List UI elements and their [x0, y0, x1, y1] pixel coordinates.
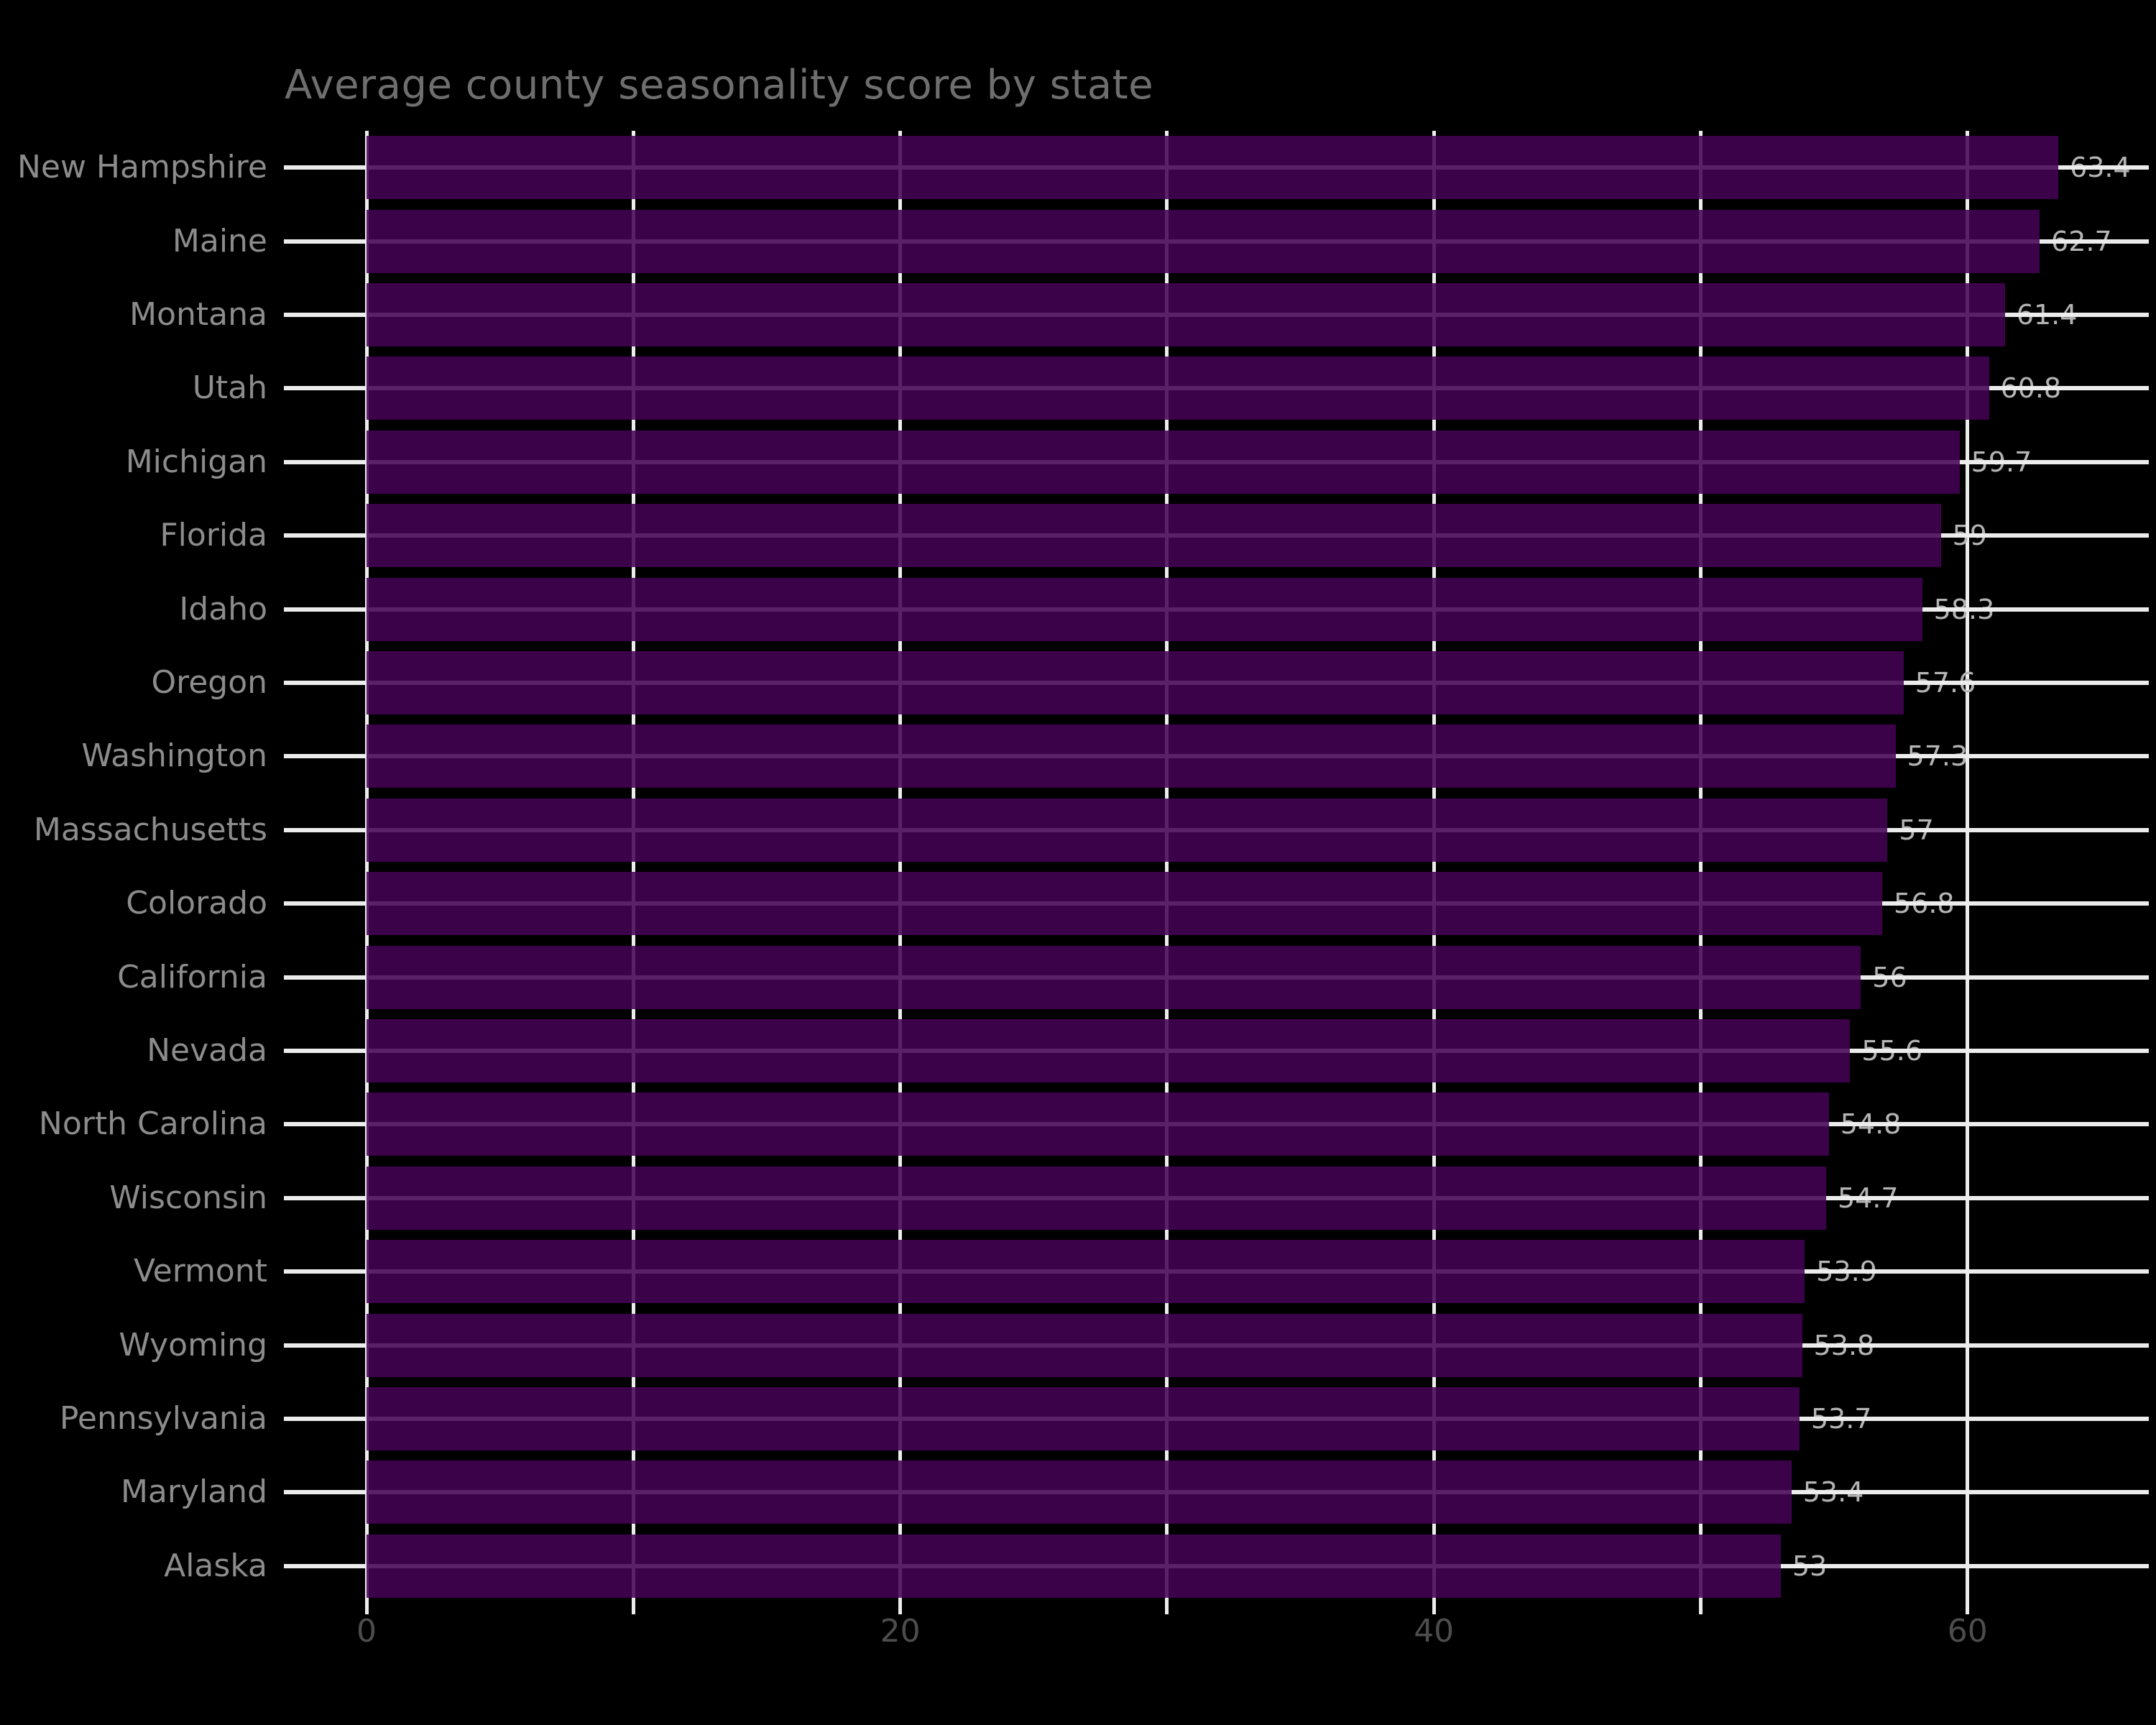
- y-axis-state-label: Wisconsin: [109, 1179, 267, 1216]
- x-axis-tick: [1165, 1603, 1169, 1614]
- state-score-bar: [367, 209, 2040, 273]
- y-axis-state-label: Michigan: [125, 443, 267, 480]
- x-axis-tick: [631, 1603, 635, 1614]
- state-score-bar: [367, 1240, 1805, 1304]
- x-axis-tick-label: 20: [880, 1613, 921, 1650]
- y-axis-state-label: Florida: [160, 517, 267, 554]
- y-axis-state-label: Washington: [81, 737, 267, 775]
- x-axis-tick-label: 40: [1414, 1613, 1455, 1650]
- y-axis-state-label: Pennsylvania: [59, 1400, 267, 1437]
- y-axis-state-label: Nevada: [147, 1032, 267, 1069]
- state-score-bar: [367, 1166, 1826, 1230]
- state-score-bar: [367, 430, 1960, 494]
- x-gridline: [631, 131, 635, 1603]
- state-score-bar: [367, 798, 1888, 862]
- state-score-bar: [367, 136, 2059, 200]
- x-axis-tick: [1432, 1603, 1436, 1614]
- y-axis-state-label: North Carolina: [38, 1105, 267, 1143]
- x-gridline: [364, 131, 369, 1603]
- x-gridline: [1165, 131, 1169, 1603]
- state-score-bar: [367, 945, 1861, 1009]
- state-score-bar: [367, 283, 2005, 346]
- y-axis-state-label: Oregon: [151, 664, 267, 701]
- state-score-bar: [367, 1313, 1802, 1377]
- y-axis-state-label: New Hampshire: [17, 149, 267, 186]
- x-gridline: [1966, 131, 1970, 1603]
- x-axis-tick: [1699, 1603, 1703, 1614]
- state-score-bar: [367, 872, 1882, 936]
- x-axis-tick-label: 60: [1947, 1613, 1988, 1650]
- y-axis-state-label: Wyoming: [119, 1326, 267, 1363]
- chart-title: Average county seasonality score by stat…: [285, 62, 1154, 109]
- x-gridline: [1699, 131, 1703, 1603]
- x-gridline: [1432, 131, 1436, 1603]
- y-axis-state-label: Idaho: [179, 590, 267, 627]
- state-score-bar: [367, 504, 1941, 568]
- x-axis-tick-label: 0: [356, 1613, 377, 1650]
- y-axis-state-label: Colorado: [126, 885, 267, 922]
- y-axis-state-label: Alaska: [164, 1547, 267, 1584]
- y-axis-state-label: Maine: [172, 222, 267, 259]
- state-score-bar: [367, 356, 1989, 420]
- y-axis-state-label: Massachusetts: [33, 811, 267, 848]
- x-axis-tick: [1966, 1603, 1970, 1614]
- y-axis-state-label: California: [117, 958, 267, 995]
- state-score-bar: [367, 724, 1896, 788]
- state-score-bar: [367, 577, 1922, 641]
- state-score-bar: [367, 1387, 1800, 1450]
- state-score-bar: [367, 1534, 1781, 1598]
- state-score-bar: [367, 1092, 1829, 1156]
- state-score-bar: [367, 651, 1904, 714]
- y-axis-state-label: Maryland: [120, 1473, 267, 1511]
- x-axis-tick: [364, 1603, 369, 1614]
- state-score-bar: [367, 1460, 1792, 1524]
- state-score-bar: [367, 1019, 1851, 1082]
- y-axis-state-label: Utah: [192, 369, 267, 407]
- y-axis-state-label: Vermont: [134, 1253, 267, 1290]
- x-gridline: [898, 131, 903, 1603]
- x-axis-tick: [898, 1603, 903, 1614]
- y-axis-state-label: Montana: [129, 296, 267, 333]
